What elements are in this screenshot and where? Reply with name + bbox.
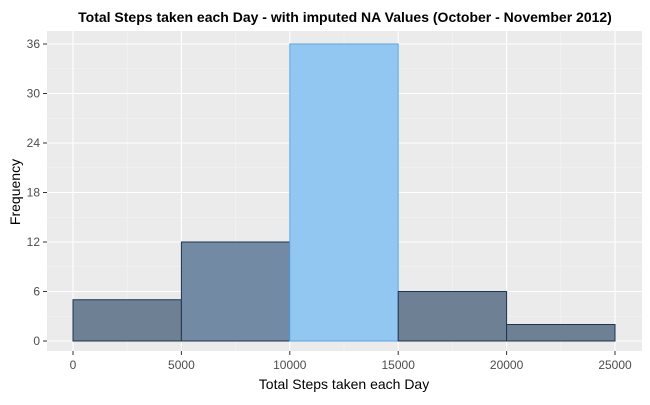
y-tick-label: 36 — [27, 37, 41, 51]
histogram-bar — [72, 299, 182, 342]
y-axis-label: Frequency — [7, 159, 23, 225]
y-tick-label: 18 — [27, 186, 41, 200]
y-axis-ticks: 0 6 12 18 24 30 36 — [27, 37, 47, 348]
histogram-bar — [397, 291, 508, 342]
y-tick-label: 0 — [33, 334, 40, 348]
y-tick-label: 30 — [27, 87, 41, 101]
histogram-bar — [180, 241, 291, 342]
histogram-bars — [72, 43, 616, 342]
histogram-bar-highlighted — [289, 43, 399, 342]
x-tick-label: 15000 — [382, 358, 416, 372]
x-tick-label: 10000 — [273, 358, 307, 372]
y-tick-label: 12 — [27, 235, 41, 249]
chart-title: Total Steps taken each Day - with impute… — [78, 9, 612, 25]
x-tick-label: 20000 — [490, 358, 524, 372]
x-tick-label: 25000 — [598, 358, 632, 372]
x-tick-label: 0 — [70, 358, 77, 372]
histogram-bar — [506, 324, 616, 342]
y-tick-label: 6 — [33, 285, 40, 299]
x-axis-label: Total Steps taken each Day — [259, 376, 429, 392]
y-tick-label: 24 — [27, 136, 41, 150]
x-tick-label: 5000 — [168, 358, 195, 372]
x-axis-ticks: 0 5000 10000 15000 20000 25000 — [70, 351, 632, 372]
